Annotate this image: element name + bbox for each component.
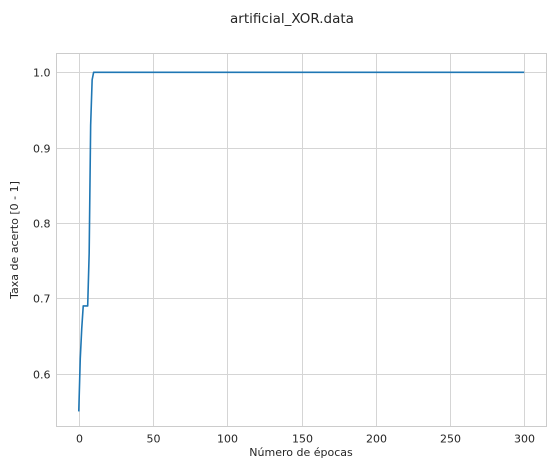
plot-area-frame [56, 53, 547, 427]
y-tick-label: 1.0 [33, 67, 51, 80]
x-tick-label: 0 [76, 433, 83, 446]
y-tick-label: 0.9 [33, 143, 51, 156]
x-tick-label: 50 [147, 433, 161, 446]
y-axis-label: Taxa de acerto [0 - 1] [8, 181, 21, 300]
x-axis-label: Número de épocas [249, 446, 353, 459]
x-tick-label: 300 [514, 433, 535, 446]
series-line [77, 71, 525, 412]
y-tick-label: 0.7 [33, 293, 51, 306]
x-tick-label: 100 [217, 433, 238, 446]
x-tick-label: 150 [292, 433, 313, 446]
chart-title: artificial_XOR.data [230, 11, 354, 27]
y-tick-label: 0.8 [33, 218, 51, 231]
x-axis: 0 50 100 150 200 250 300 [76, 433, 535, 446]
y-axis: 0.6 0.7 0.8 0.9 1.0 [33, 67, 51, 382]
x-tick-label: 200 [366, 433, 387, 446]
y-tick-label: 0.6 [33, 369, 51, 382]
x-tick-label: 250 [440, 433, 461, 446]
grid [56, 53, 547, 427]
